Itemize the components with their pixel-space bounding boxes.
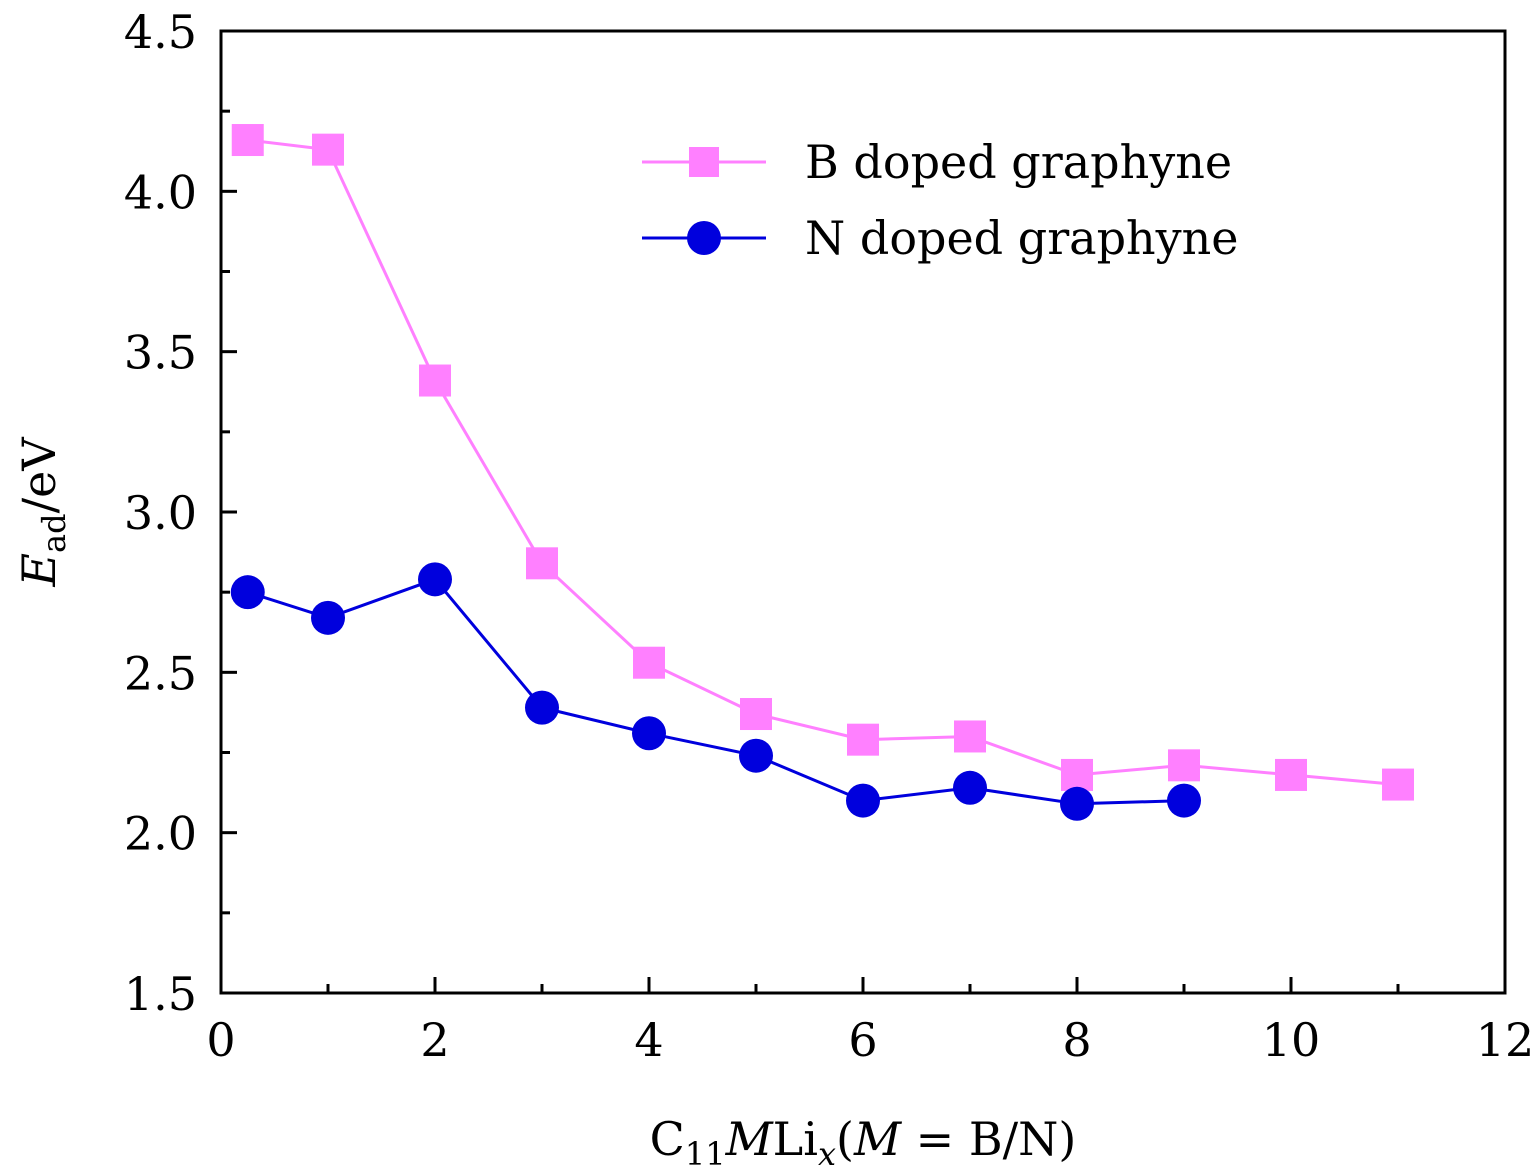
series-line: [247, 138, 1399, 787]
data-point-circle: [1167, 783, 1201, 818]
data-point-circle: [311, 600, 345, 635]
x-tick-label: 12: [1476, 1013, 1535, 1067]
plot-frame: [219, 29, 1507, 995]
y-tick-label: 2.5: [124, 646, 197, 700]
x-axis-title: C11MLix(M = B/N): [650, 1112, 1077, 1173]
y-tick-label: 1.5: [124, 967, 197, 1021]
y-tick-label: 3.0: [124, 486, 197, 540]
data-point-square: [633, 646, 665, 679]
legend-entry-n-doped: N doped graphyne: [642, 211, 1239, 265]
y-tick-label: 4.0: [124, 165, 197, 219]
data-point-square: [1168, 749, 1200, 782]
legend-entry-b-doped: B doped graphyne: [642, 135, 1232, 189]
legend-marker-circle: [687, 221, 721, 255]
legend-label-n: N doped graphyne: [805, 211, 1239, 265]
data-point-square: [847, 723, 879, 756]
x-tick-label: 0: [206, 1013, 235, 1067]
data-point-circle: [230, 575, 265, 610]
x-tick-label: 6: [848, 1013, 877, 1067]
x-tick-label: 2: [420, 1013, 449, 1067]
data-point-circle: [525, 690, 559, 725]
legend-label-b: B doped graphyne: [805, 135, 1232, 189]
series-0: [231, 124, 1414, 801]
y-tick-label: 2.0: [124, 807, 197, 861]
data-point-square: [954, 720, 986, 753]
data-point-square: [1061, 758, 1093, 791]
data-point-square: [1275, 758, 1307, 791]
ticks-layer: 0 2 4 6 8 10 12 1.5 2.0 2.5 3.0 3.5 4.0 4.5: [124, 5, 1534, 1067]
legend-marker-square: [689, 147, 719, 177]
y-tick-label: 3.5: [124, 326, 197, 380]
data-point-circle: [418, 562, 452, 597]
series-line: [247, 577, 1185, 806]
y-axis-title: Ead/eV: [12, 437, 73, 588]
data-point-circle: [953, 770, 987, 805]
data-point-circle: [739, 738, 773, 773]
data-point-square: [231, 124, 264, 157]
y-tick-label: 4.5: [124, 5, 197, 59]
legend: B doped graphyne N doped graphyne: [642, 135, 1239, 265]
x-tick-label: 8: [1062, 1013, 1091, 1067]
data-point-square: [1382, 768, 1414, 801]
data-point-square: [526, 547, 558, 580]
series-layer: [230, 124, 1414, 821]
data-point-square: [419, 364, 451, 397]
data-point-square: [740, 698, 772, 731]
data-point-circle: [632, 716, 666, 751]
x-tick-label: 10: [1262, 1013, 1321, 1067]
data-point-circle: [846, 783, 880, 818]
data-point-circle: [1060, 786, 1094, 821]
x-tick-label: 4: [634, 1013, 663, 1067]
data-point-square: [312, 133, 344, 166]
series-1: [230, 562, 1201, 821]
